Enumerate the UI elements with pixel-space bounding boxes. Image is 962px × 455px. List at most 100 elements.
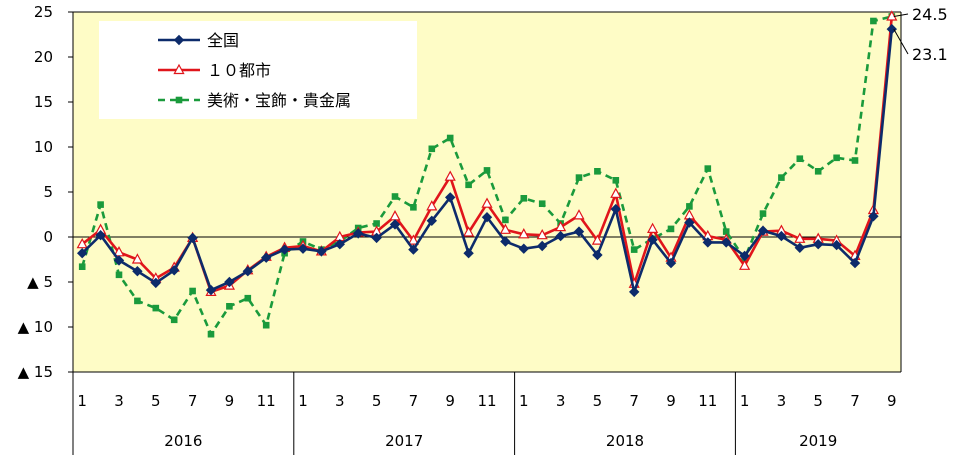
- data-point: [481, 197, 493, 208]
- data-point: [851, 157, 859, 164]
- data-point: [152, 304, 160, 312]
- data-point: [536, 228, 548, 240]
- data-point: [833, 154, 840, 162]
- legend-swatch-marker: [175, 96, 183, 104]
- data-point: [500, 236, 511, 247]
- legend-item: １０都市: [158, 61, 271, 80]
- data-point: [647, 234, 658, 245]
- data-point: [722, 228, 730, 235]
- data-point: [465, 181, 472, 189]
- data-point: [573, 209, 585, 220]
- data-point: [168, 265, 180, 276]
- data-point: [76, 247, 88, 259]
- legend-swatch-marker: [173, 34, 185, 46]
- x-tick-label: 9: [225, 392, 235, 410]
- data-point: [794, 242, 806, 254]
- data-point: [260, 252, 272, 263]
- x-tick-label: 11: [698, 392, 717, 410]
- data-point: [150, 277, 162, 289]
- y-tick-label: ▲ 5: [27, 273, 53, 291]
- data-point: [97, 201, 104, 208]
- data-point: [518, 243, 530, 254]
- data-point: [463, 247, 474, 259]
- y-tick-label: 20: [34, 48, 53, 66]
- data-point: [371, 232, 382, 244]
- data-point: [134, 297, 141, 305]
- data-point: [316, 246, 327, 257]
- data-point: [132, 265, 143, 277]
- data-point: [738, 259, 751, 270]
- y-tick-label: 15: [34, 93, 53, 111]
- data-point: [554, 220, 567, 232]
- x-tick-label: 3: [114, 392, 124, 410]
- x-tick-label: 9: [887, 392, 897, 410]
- annotation-layer: 24.5 23.1: [893, 5, 948, 64]
- data-point: [538, 200, 546, 207]
- y-tick-label: ▲ 15: [18, 363, 53, 381]
- y-tick-label: 5: [43, 183, 53, 201]
- data-point: [868, 211, 879, 222]
- data-point: [189, 287, 196, 295]
- data-point: [224, 276, 235, 288]
- data-point: [444, 170, 456, 181]
- data-point: [575, 174, 583, 181]
- y-tick-label: ▲ 10: [18, 318, 53, 336]
- data-point: [573, 226, 585, 237]
- data-point: [244, 294, 252, 302]
- data-point: [352, 228, 364, 239]
- data-point: [408, 244, 419, 255]
- legend-item: 全国: [158, 31, 239, 50]
- data-point: [739, 250, 750, 262]
- x-tick-label: 1: [740, 392, 750, 410]
- data-point: [646, 222, 659, 233]
- data-point: [796, 155, 804, 162]
- legend-label: １０都市: [207, 61, 271, 80]
- data-point: [444, 192, 456, 203]
- series-1: [76, 23, 898, 298]
- x-tick-label: 5: [372, 392, 382, 410]
- data-point: [279, 244, 290, 255]
- data-point: [757, 225, 769, 236]
- data-point: [518, 228, 530, 239]
- x-tick-label: 7: [188, 392, 198, 410]
- data-point: [207, 330, 215, 338]
- data-point: [594, 168, 601, 175]
- data-point: [391, 193, 399, 200]
- legend-label: 全国: [207, 31, 239, 50]
- data-point: [555, 230, 566, 242]
- data-point: [499, 223, 512, 234]
- data-point: [794, 232, 806, 243]
- data-point: [610, 203, 622, 215]
- x-tick-label: 7: [629, 392, 639, 410]
- data-point: [410, 204, 417, 211]
- data-point: [78, 263, 86, 270]
- data-point: [426, 215, 438, 227]
- data-point: [591, 234, 604, 245]
- series-layer: [76, 10, 898, 338]
- legend-swatch-marker: [173, 63, 185, 75]
- data-point: [389, 219, 401, 230]
- data-point: [170, 316, 178, 324]
- data-point: [426, 200, 438, 211]
- year-label: 2016: [164, 432, 202, 450]
- x-tick-label: 11: [257, 392, 276, 410]
- x-tick-label: 1: [298, 392, 308, 410]
- x-tick-label: 3: [777, 392, 787, 410]
- data-point: [702, 237, 714, 248]
- x-tick-label: 11: [477, 392, 496, 410]
- y-tick-label: 10: [34, 138, 53, 156]
- data-point: [76, 237, 88, 249]
- data-point: [814, 168, 822, 175]
- data-point: [483, 167, 491, 174]
- x-tick-label: 1: [519, 392, 529, 410]
- data-point: [187, 232, 198, 244]
- year-label: 2017: [385, 432, 423, 450]
- data-point: [686, 203, 693, 210]
- legend-item: 美術・宝飾・貴金属: [158, 91, 351, 110]
- callout-leader: [893, 13, 909, 17]
- data-point: [628, 286, 640, 298]
- x-tick-label: 1: [77, 392, 87, 410]
- data-point: [520, 195, 528, 202]
